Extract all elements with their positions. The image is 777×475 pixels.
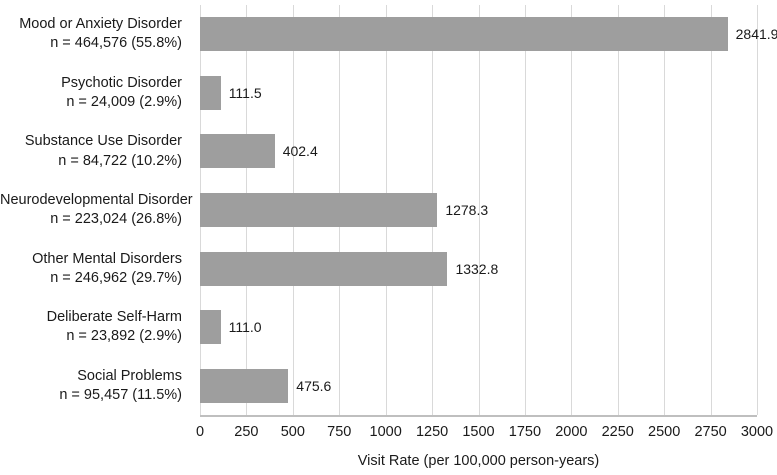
category-name: Social Problems <box>77 367 182 384</box>
x-tick-label: 0 <box>195 424 205 440</box>
gridline <box>478 5 480 415</box>
x-tick-label: 1750 <box>508 424 542 440</box>
gridline <box>710 5 712 415</box>
category-label: Other Mental Disorders n = 246,962 (29.7%… <box>0 249 191 287</box>
bar-value-label: 475.6 <box>296 377 332 394</box>
category-label: Neurodevelopmental Disorder n = 223,024 (… <box>0 191 193 229</box>
bar-row: 111.5 <box>200 64 757 123</box>
bar-value-label: 111.0 <box>228 319 262 336</box>
category-name: Psychotic Disorder <box>61 74 182 91</box>
category-label: Deliberate Self-Harm n = 23,892 (2.9%) <box>0 308 191 346</box>
category-sublabel: n = 95,457 (11.5%) <box>59 386 182 403</box>
bar-row: 1332.8 <box>200 239 757 298</box>
category-label: Psychotic Disorder n = 24,009 (2.9%) <box>0 74 191 112</box>
category-sublabel: n = 24,009 (2.9%) <box>66 93 182 110</box>
bar-row: 402.4 <box>200 122 757 181</box>
gridline <box>757 5 758 415</box>
x-tick-label: 750 <box>327 424 352 440</box>
category-sublabel: n = 84,722 (10.2%) <box>58 152 182 169</box>
bar-value-label: 111.5 <box>228 84 262 101</box>
category-sublabel: n = 246,962 (29.7%) <box>50 269 182 286</box>
x-tick-label: 2500 <box>648 424 681 440</box>
category-sublabel: n = 464,576 (55.8%) <box>50 35 182 52</box>
x-tick-label: 2250 <box>601 424 634 440</box>
bar-row: 1278.3 <box>200 181 757 240</box>
x-tick-label: 1250 <box>415 424 449 440</box>
category-label: Substance Use Disorder n = 84,722 (10.2%) <box>0 132 191 170</box>
category-name: Deliberate Self-Harm <box>46 309 182 326</box>
bar <box>200 251 448 286</box>
x-tick-label: 2000 <box>555 424 588 440</box>
category-name: Other Mental Disorders <box>32 250 182 267</box>
x-tick-label: 250 <box>234 424 259 440</box>
bar <box>200 17 728 52</box>
category-sublabel: n = 223,024 (26.8%) <box>50 211 182 227</box>
category-label: Mood or Anxiety Disorder n = 464,576 (55.… <box>0 15 191 53</box>
bar-row: 475.6 <box>200 356 757 415</box>
bar-row: 111.0 <box>200 298 757 357</box>
x-axis-title: Visit Rate (per 100,000 person-years) <box>357 453 600 469</box>
category-name: Substance Use Disorder <box>24 133 182 150</box>
gridline <box>617 5 619 415</box>
x-tick-label: 1000 <box>369 424 402 440</box>
bar <box>200 75 221 110</box>
x-tick-label: 1500 <box>462 424 495 440</box>
gridline <box>524 5 526 415</box>
bar-value-label: 1278.3 <box>445 201 489 218</box>
x-tick-label: 500 <box>280 424 305 440</box>
bar-value-label: 2841.9 <box>735 26 777 43</box>
bar-row: 2841.9 <box>200 5 777 64</box>
gridline <box>571 5 573 415</box>
plot-area: 2841.9 111.5 402.4 1278.3 1332.8 111.0 475.6 <box>200 5 777 417</box>
category-name: Mood or Anxiety Disorder <box>19 16 182 33</box>
bar <box>200 310 221 345</box>
bar-value-label: 1332.8 <box>455 260 499 277</box>
x-tick-label: 3000 <box>740 424 774 440</box>
bar <box>200 134 275 169</box>
gridline <box>664 5 666 415</box>
category-label: Social Problems n = 95,457 (11.5%) <box>0 367 191 405</box>
x-tick-label: 2750 <box>694 424 727 440</box>
category-name: Neurodevelopmental Disorder <box>0 191 193 208</box>
bar-value-label: 402.4 <box>282 143 318 160</box>
bar <box>200 192 438 227</box>
bar <box>200 368 289 403</box>
category-sublabel: n = 23,892 (2.9%) <box>66 328 182 345</box>
